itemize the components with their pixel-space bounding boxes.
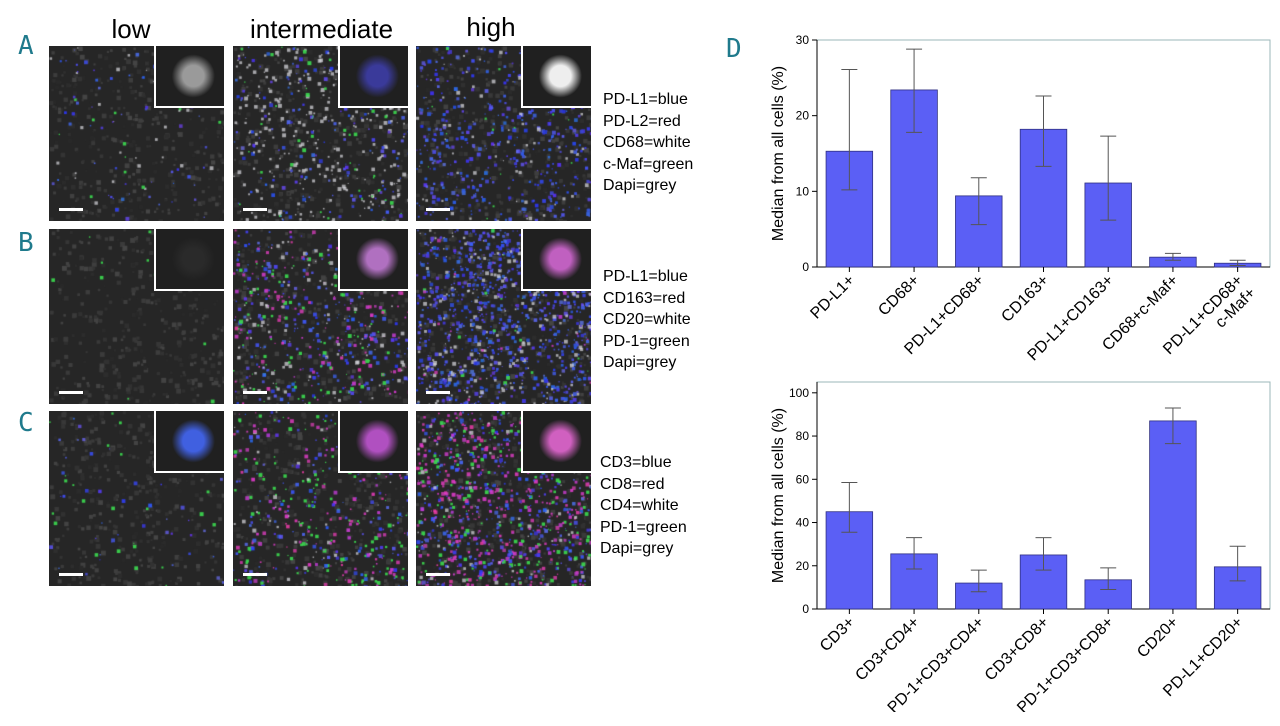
scale-bar — [426, 208, 450, 211]
stain-legend-line: CD3=blue — [600, 454, 672, 471]
scale-bar — [59, 573, 83, 576]
stain-legend-line: Dapi=grey — [603, 177, 677, 194]
panel-letter-d: D — [726, 34, 742, 64]
x-tick-label: CD68+ — [875, 272, 923, 320]
stain-legend-b: PD-L1=blue CD163=red CD20=white PD-1=gre… — [603, 266, 691, 374]
stain-legend-line: CD4=white — [600, 497, 679, 514]
y-tick-label: 80 — [796, 429, 810, 443]
micrograph-b-low — [49, 229, 224, 404]
zoom-inset — [521, 229, 591, 291]
column-header-high: high — [466, 12, 516, 42]
x-tick-label: PD-L1+ — [807, 272, 858, 323]
stain-legend-line: CD163=red — [603, 289, 686, 307]
stain-legend-line: CD20=white — [603, 311, 691, 328]
y-axis-label: Median from all cells (%) — [770, 66, 787, 241]
panel-letter-b: B — [18, 228, 34, 258]
stain-legend-c: CD3=blue CD8=red CD4=white PD-1=green Da… — [600, 452, 687, 560]
y-tick-label: 0 — [802, 602, 809, 616]
micrograph-a-low — [49, 46, 224, 221]
stain-legend-line: Dapi=grey — [603, 354, 677, 371]
zoom-inset — [338, 229, 408, 291]
micrograph-c-low — [49, 411, 224, 586]
stain-legend-line: PD-L1=blue — [603, 91, 688, 108]
zoom-inset — [154, 46, 224, 108]
x-tick-label-line: PD-L1+ — [807, 272, 858, 323]
stain-legend-a: PD-L1=blue PD-L2=red CD68=white c-Maf=gr… — [603, 89, 693, 197]
scale-bar — [243, 208, 267, 211]
y-tick-label: 10 — [796, 184, 810, 198]
scale-bar — [243, 573, 267, 576]
y-axis-label: Median from all cells (%) — [770, 408, 787, 583]
bar — [1149, 420, 1197, 610]
micrograph-b-intermediate — [233, 229, 408, 404]
micrograph-b-high — [416, 229, 591, 404]
stain-legend-line: PD-1=green — [603, 332, 690, 350]
x-tick-label-line: CD3+ — [817, 614, 858, 655]
y-tick-label: 100 — [789, 386, 809, 400]
zoom-inset — [154, 411, 224, 473]
scale-bar — [243, 391, 267, 394]
x-tick-label: CD3+CD4+ — [852, 614, 923, 685]
micrograph-a-high — [416, 46, 591, 221]
column-header-intermediate: intermediate — [249, 14, 394, 44]
zoom-inset — [338, 46, 408, 108]
x-tick-label-line: CD3+CD8+ — [982, 614, 1053, 685]
y-tick-label: 30 — [796, 33, 810, 47]
bar-chart-macrophage: 0 10 20 30 Median from all cells (%) PD-L1+ CD… — [770, 33, 1271, 364]
zoom-inset — [521, 46, 591, 108]
y-tick-label: 60 — [796, 472, 810, 486]
y-tick-label: 40 — [796, 516, 810, 530]
stain-legend-line: PD-1=green — [600, 518, 687, 536]
scale-bar — [426, 391, 450, 394]
zoom-inset — [154, 229, 224, 291]
panel-letter-c: C — [18, 408, 34, 438]
micrograph-c-high — [416, 411, 591, 586]
stain-legend-line: PD-L1=blue — [603, 268, 688, 285]
x-tick-label: CD163+ — [998, 272, 1052, 326]
zoom-inset — [521, 411, 591, 473]
y-tick-label: 20 — [796, 109, 810, 123]
stain-legend-line: c-Maf=green — [603, 155, 694, 173]
x-tick-label-line: CD3+CD4+ — [852, 614, 923, 685]
y-tick-label: 20 — [796, 559, 810, 573]
x-tick-label-line: CD68+ — [875, 272, 923, 320]
stain-legend-line: PD-L2=red — [603, 112, 681, 130]
stain-legend-line: CD68=white — [603, 134, 691, 151]
scale-bar — [426, 573, 450, 576]
micrograph-c-intermediate — [233, 411, 408, 586]
x-tick-label: CD20+ — [1134, 614, 1182, 662]
zoom-inset — [338, 411, 408, 473]
y-tick-label: 0 — [802, 260, 809, 274]
panel-letter-a: A — [18, 31, 34, 61]
scale-bar — [59, 208, 83, 211]
x-tick-label-line: CD163+ — [998, 272, 1052, 326]
x-tick-label: CD3+CD8+ — [982, 614, 1053, 685]
micrograph-a-intermediate — [233, 46, 408, 221]
column-header-low: low — [111, 14, 151, 44]
x-tick-label: CD3+ — [817, 614, 858, 655]
x-tick-label-line: CD20+ — [1134, 614, 1182, 662]
scale-bar — [59, 391, 83, 394]
stain-legend-line: Dapi=grey — [600, 540, 674, 557]
stain-legend-line: CD8=red — [600, 475, 665, 493]
